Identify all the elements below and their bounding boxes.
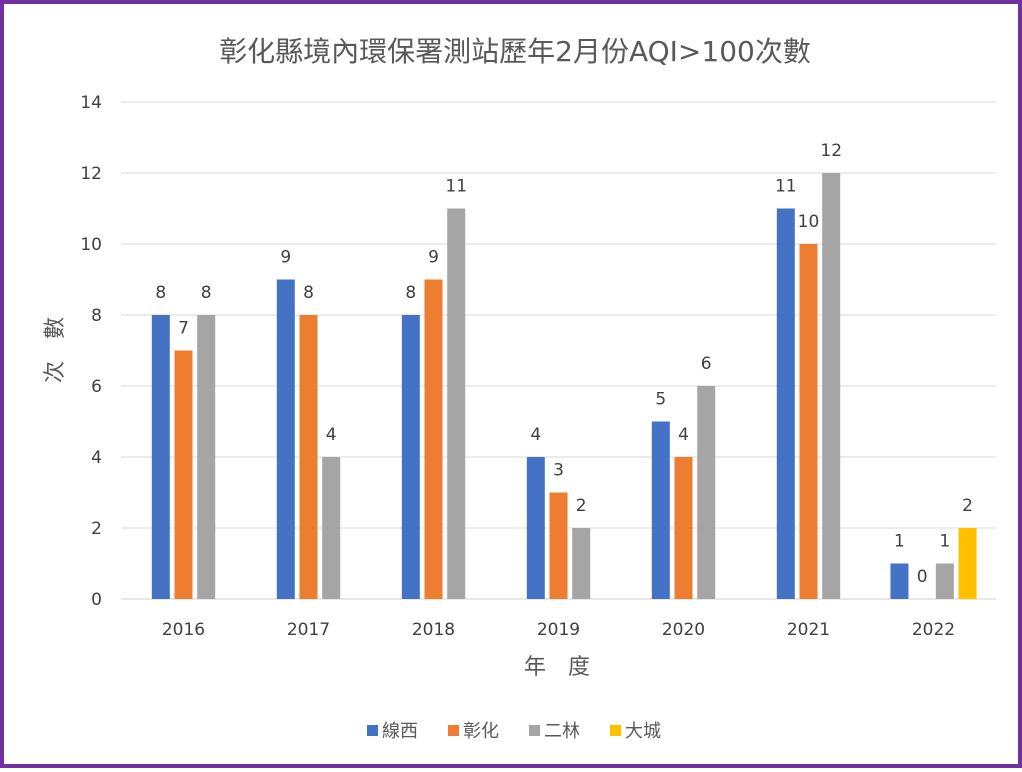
y-tick-label: 0 xyxy=(91,590,102,610)
legend-label: 大城 xyxy=(625,721,661,742)
x-tick-label: 2017 xyxy=(287,620,330,640)
data-label: 4 xyxy=(530,425,541,445)
bar-2022-大城 xyxy=(958,528,977,599)
bar-2019-二林 xyxy=(572,528,591,599)
data-label: 8 xyxy=(405,283,416,303)
y-tick-label: 14 xyxy=(80,93,102,113)
y-tick-label: 2 xyxy=(91,519,102,539)
legend-swatch-二林 xyxy=(529,725,540,736)
x-axis-ticks: 2016 2017 2018 2019 2020 2021 2022 xyxy=(162,620,955,640)
bar-2021-二林 xyxy=(822,173,841,599)
y-tick-label: 12 xyxy=(80,164,102,184)
bars xyxy=(151,173,977,599)
data-label: 2 xyxy=(962,496,973,516)
legend-swatch-彰化 xyxy=(448,725,459,736)
x-tick-label: 2019 xyxy=(537,620,580,640)
bar-2016-線西 xyxy=(151,315,170,599)
bar-2020-線西 xyxy=(651,421,670,599)
data-label: 0 xyxy=(917,567,928,587)
chart-title: 彰化縣境內環保署測站歷年2月份AQI>100次數 xyxy=(219,35,811,68)
data-label: 2 xyxy=(576,496,587,516)
data-label: 3 xyxy=(553,461,564,481)
gridlines xyxy=(121,101,996,600)
bar-2017-線西 xyxy=(276,279,295,599)
bar-2022-線西 xyxy=(890,563,909,599)
bar-2019-彰化 xyxy=(549,492,568,599)
legend-label: 彰化 xyxy=(463,721,499,742)
x-axis-title: 年 度 xyxy=(524,655,590,680)
bar-2018-彰化 xyxy=(424,279,443,599)
y-tick-label: 10 xyxy=(80,235,102,255)
bar-2016-彰化 xyxy=(174,350,193,599)
x-tick-label: 2016 xyxy=(162,620,205,640)
bar-2022-二林 xyxy=(935,563,954,599)
y-axis-title: 次 數 xyxy=(43,317,68,383)
legend-label: 線西 xyxy=(382,721,418,742)
data-label: 11 xyxy=(775,177,797,197)
y-axis-ticks: 0 2 4 6 8 10 12 14 xyxy=(80,93,102,610)
x-tick-label: 2018 xyxy=(412,620,455,640)
y-tick-label: 4 xyxy=(91,448,102,468)
data-label: 9 xyxy=(428,248,439,268)
bar-2019-線西 xyxy=(526,457,545,599)
data-label: 6 xyxy=(701,354,712,374)
x-tick-label: 2020 xyxy=(662,620,705,640)
bar-2021-線西 xyxy=(776,208,795,599)
bar-2020-二林 xyxy=(697,386,716,599)
bar-2017-二林 xyxy=(322,457,341,599)
data-label: 10 xyxy=(798,212,820,232)
data-label: 8 xyxy=(201,283,212,303)
bar-2018-二林 xyxy=(447,208,466,599)
data-label: 1 xyxy=(939,532,950,552)
bar-2016-二林 xyxy=(197,315,216,599)
y-tick-label: 6 xyxy=(91,377,102,397)
legend-swatch-線西 xyxy=(367,725,378,736)
data-label: 5 xyxy=(655,390,666,410)
x-tick-label: 2021 xyxy=(787,620,830,640)
bar-2021-彰化 xyxy=(799,244,818,599)
bar-2018-線西 xyxy=(401,315,420,599)
data-label: 1 xyxy=(894,532,905,552)
y-tick-label: 8 xyxy=(91,306,102,326)
data-label: 9 xyxy=(280,248,291,268)
bar-2020-彰化 xyxy=(674,457,693,599)
data-label: 8 xyxy=(303,283,314,303)
data-label: 12 xyxy=(820,141,842,161)
bar-2017-彰化 xyxy=(299,315,318,599)
data-label: 4 xyxy=(326,425,337,445)
data-label: 4 xyxy=(678,425,689,445)
legend-swatch-大城 xyxy=(610,725,621,736)
data-label: 8 xyxy=(155,283,166,303)
data-label: 11 xyxy=(445,177,467,197)
data-label: 7 xyxy=(178,319,189,339)
legend: 線西 彰化 二林 大城 xyxy=(367,721,661,742)
x-tick-label: 2022 xyxy=(912,620,955,640)
legend-label: 二林 xyxy=(544,721,580,742)
